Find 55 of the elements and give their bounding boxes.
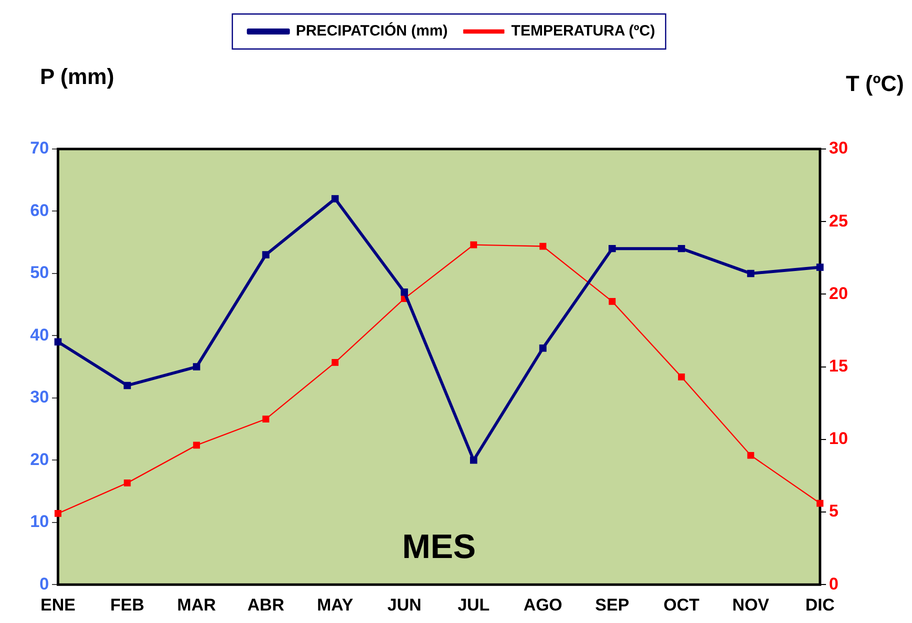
point: [192, 363, 200, 370]
point: [193, 442, 200, 449]
x-tick-label: SEP: [595, 595, 630, 614]
x-tick-label: AGO: [524, 595, 562, 614]
point: [678, 374, 685, 380]
x-tick-label: ENE: [40, 595, 76, 614]
point: [331, 195, 339, 202]
y-tick-label: 30: [30, 388, 49, 407]
x-tick-label: NOV: [732, 595, 770, 614]
x-tick-label: JUN: [387, 595, 422, 614]
y2-tick-label: 15: [829, 356, 848, 376]
point: [539, 242, 546, 250]
point: [262, 416, 270, 422]
point: [54, 338, 62, 346]
y2-tick-label: 10: [829, 429, 848, 448]
y-tick-label: 20: [30, 450, 49, 469]
x-tick-label: MAY: [316, 595, 354, 614]
x-tick-label: DIC: [805, 595, 835, 614]
y-tick-label: 50: [30, 263, 49, 282]
point: [816, 264, 824, 271]
point: [608, 298, 616, 305]
x-axis-title: MES: [402, 528, 476, 566]
x-tick-label: MAR: [177, 595, 216, 614]
point: [470, 241, 478, 248]
point: [262, 251, 270, 258]
point: [124, 480, 131, 486]
point: [470, 456, 478, 464]
point: [747, 452, 754, 459]
y-tick-label: 70: [30, 138, 49, 158]
point: [747, 270, 754, 278]
point: [400, 288, 408, 296]
y2-axis-title: T (ºC): [846, 71, 904, 96]
point: [678, 244, 686, 252]
y2-tick-label: 0: [829, 574, 838, 594]
y2-tick-label: 30: [829, 138, 848, 158]
y-tick-label: 0: [40, 574, 49, 594]
x-tick-label: OCT: [664, 595, 700, 614]
y-axis-title: P (mm): [40, 64, 114, 90]
y2-tick-label: 5: [829, 502, 838, 521]
point: [608, 244, 616, 252]
point: [539, 344, 547, 352]
y-tick-label: 40: [30, 325, 49, 344]
x-tick-label: FEB: [110, 595, 144, 614]
x-tick-label: JUL: [458, 595, 490, 614]
y-tick-label: 10: [30, 512, 49, 532]
point: [816, 500, 824, 507]
legend-label: TEMPERATURA (ºC): [511, 22, 656, 40]
point: [332, 359, 339, 366]
y2-tick-label: 20: [829, 284, 848, 303]
point: [124, 382, 131, 390]
y2-tick-label: 25: [829, 211, 848, 230]
legend-label: PRECIPATCIÓN (mm): [296, 22, 448, 40]
x-tick-label: ABR: [247, 595, 284, 614]
point: [54, 510, 62, 517]
y-tick-label: 60: [30, 200, 49, 220]
